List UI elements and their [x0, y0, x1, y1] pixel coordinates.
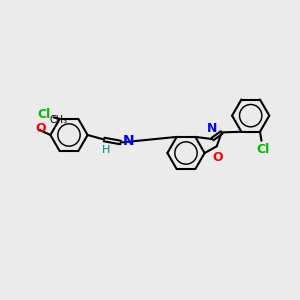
Text: Cl: Cl [256, 143, 270, 156]
Text: Cl: Cl [38, 108, 51, 121]
Text: O: O [35, 122, 46, 135]
Text: CH₃: CH₃ [49, 115, 67, 125]
Text: H: H [102, 145, 111, 155]
Text: N: N [123, 134, 135, 148]
Text: O: O [213, 151, 223, 164]
Text: N: N [207, 122, 218, 135]
